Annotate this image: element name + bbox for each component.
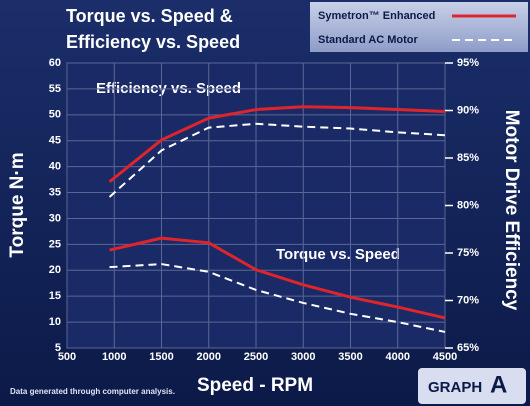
efficiency-line xyxy=(108,122,446,198)
y-tick-label: 45 xyxy=(49,135,61,147)
y-tick-label: 20 xyxy=(49,264,61,276)
y-axis-title: Torque N·m xyxy=(7,152,28,257)
y2-tick-label: 65% xyxy=(457,342,479,354)
x-tick-label: 1500 xyxy=(149,351,173,363)
y-tick-label: 50 xyxy=(49,109,61,121)
chart-title: Efficiency vs. Speed xyxy=(66,32,240,52)
x-tick-label: 500 xyxy=(58,351,76,363)
y2-axis-title: Motor Drive Efficiency xyxy=(501,110,522,311)
y2-tick-label: 80% xyxy=(457,199,479,211)
badge-letter: A xyxy=(490,371,507,398)
y-tick-label: 40 xyxy=(49,161,61,173)
x-tick-label: 4000 xyxy=(386,351,410,363)
torque-line xyxy=(109,263,446,333)
footnote: Data generated through computer analysis… xyxy=(10,387,175,396)
y-tick-label: 5 xyxy=(55,342,61,354)
y-tick-label: 60 xyxy=(49,57,61,69)
badge-box xyxy=(418,368,526,404)
x-tick-label: 3000 xyxy=(291,351,315,363)
efficiency-line xyxy=(108,105,446,183)
y2-tick-label: 70% xyxy=(457,294,479,306)
y2-tick-label: 90% xyxy=(457,104,479,116)
x-tick-label: 2500 xyxy=(244,351,268,363)
x-tick-label: 1000 xyxy=(102,351,126,363)
x-tick-label: 3500 xyxy=(338,351,362,363)
y-tick-label: 55 xyxy=(49,83,61,95)
chart-title: Torque vs. Speed & xyxy=(66,6,233,26)
legend-label: Symetron™ Enhanced xyxy=(318,10,435,22)
y2-tick-label: 95% xyxy=(457,57,479,69)
y-tick-label: 15 xyxy=(49,290,61,302)
y-tick-label: 35 xyxy=(49,186,61,198)
x-axis-title: Speed - RPM xyxy=(197,375,313,396)
badge-text: GRAPH xyxy=(428,379,482,396)
annotation: Torque vs. Speed xyxy=(276,246,400,263)
x-tick-label: 2000 xyxy=(197,351,221,363)
x-tick-label: 4500 xyxy=(433,351,457,363)
legend-label: Standard AC Motor xyxy=(318,34,419,46)
y-tick-label: 10 xyxy=(49,316,61,328)
legend-box xyxy=(310,2,528,52)
y2-tick-label: 75% xyxy=(457,247,479,259)
y2-tick-label: 85% xyxy=(457,152,479,164)
y-tick-label: 30 xyxy=(49,212,61,224)
y-tick-label: 25 xyxy=(49,238,61,250)
torque-line xyxy=(109,236,446,320)
